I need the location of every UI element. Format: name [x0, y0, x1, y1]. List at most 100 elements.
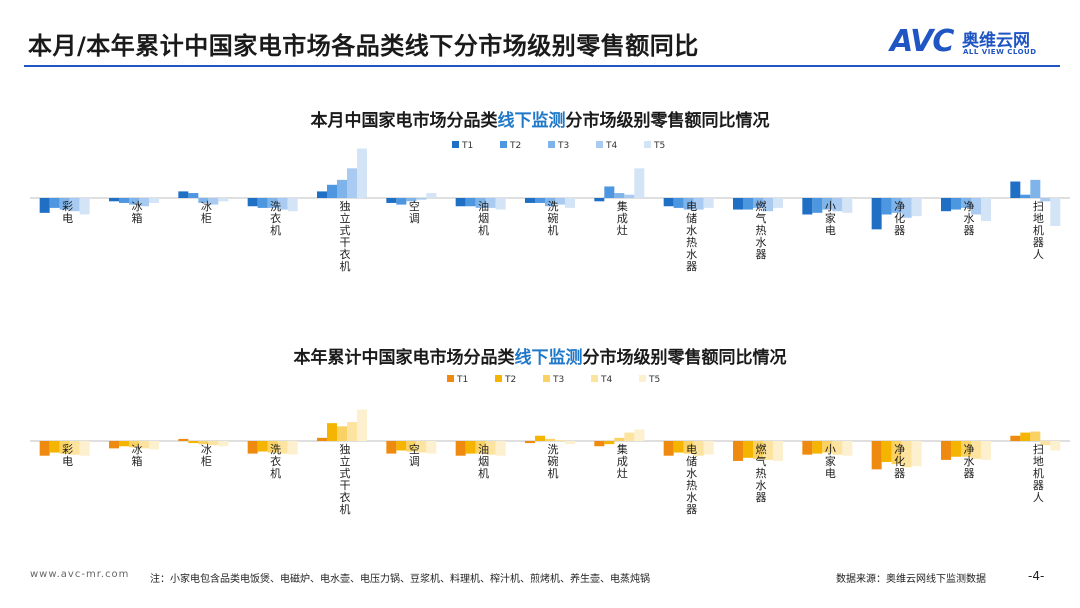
- page-title: 本月/本年累计中国家电市场各品类线下分市场级别零售额同比: [28, 32, 699, 60]
- bar-t2-0: [49, 441, 60, 453]
- bar-t2-5: [396, 198, 407, 205]
- category-label: 洗衣机: [270, 443, 281, 480]
- bar-t4-9: [693, 441, 704, 456]
- category-label: 油烟机: [478, 442, 489, 480]
- bar-t5-13: [981, 198, 991, 222]
- bar-t3-10: [753, 198, 763, 208]
- legend-label-t4: T4: [600, 375, 612, 385]
- bar-t3-10: [753, 441, 763, 459]
- bar-t1-0: [39, 198, 50, 213]
- title-divider: [24, 65, 1060, 67]
- bar-t2-6: [465, 198, 476, 207]
- bar-t5-2: [218, 441, 229, 447]
- bar-t5-11: [842, 441, 853, 456]
- logo-english-name: ALL VIEW CLOUD: [963, 48, 1037, 56]
- bar-t1-12: [871, 198, 882, 230]
- bar-t3-14: [1030, 179, 1041, 198]
- category-label: 电储水热水器: [686, 443, 697, 516]
- category-label: 彩电: [62, 200, 73, 225]
- bar-t5-2: [218, 198, 229, 202]
- bar-t4-2: [208, 198, 219, 205]
- bar-t1-5: [386, 198, 397, 203]
- bar-t5-13: [981, 441, 991, 460]
- bar-t2-1: [119, 441, 129, 447]
- monthly-title-highlight: 线下监测: [497, 111, 566, 131]
- bar-t2-11: [812, 441, 823, 454]
- bar-t1-0: [39, 441, 50, 456]
- category-label: 冰箱: [132, 200, 143, 225]
- bar-t4-6: [485, 441, 496, 455]
- category-label: 净化器: [894, 442, 905, 480]
- legend-label-t3: T3: [557, 141, 569, 151]
- bar-t5-0: [79, 441, 90, 456]
- category-label: 集成灶: [617, 442, 628, 480]
- legend-swatch-t1: [447, 375, 454, 382]
- category-label: 净水器: [964, 199, 975, 237]
- monthly-title-part-1: 本月中国家电市场分品类: [310, 111, 498, 131]
- category-label: 独立式干衣机: [340, 443, 351, 516]
- bar-t2-2: [188, 441, 199, 444]
- bar-t5-8: [634, 168, 645, 198]
- bar-t4-11: [832, 198, 843, 212]
- bar-t3-6: [475, 198, 486, 208]
- legend-swatch-t2: [495, 375, 502, 382]
- bar-t4-10: [763, 198, 773, 212]
- legend-swatch-t3: [548, 141, 555, 148]
- bar-t5-6: [495, 198, 506, 210]
- bar-t1-11: [802, 441, 813, 455]
- bar-t5-5: [426, 441, 437, 454]
- legend-swatch-t4: [591, 375, 598, 382]
- bar-t2-13: [951, 198, 961, 210]
- bar-t1-2: [178, 191, 189, 198]
- bar-t2-9: [673, 198, 684, 208]
- bar-t2-3: [257, 198, 268, 208]
- bar-t2-10: [743, 441, 753, 458]
- bar-t3-4: [337, 426, 347, 441]
- bar-t5-0: [79, 198, 90, 215]
- bar-t1-1: [109, 198, 119, 202]
- legend-swatch-t3: [543, 375, 550, 382]
- bar-t1-10: [733, 441, 743, 461]
- legend-label-t5: T5: [653, 141, 665, 151]
- bar-t4-1: [139, 441, 149, 449]
- category-label: 洗碗机: [548, 200, 559, 237]
- bar-t1-13: [941, 441, 951, 460]
- bar-t2-3: [257, 441, 268, 452]
- legend-label-t1: T1: [456, 375, 468, 385]
- bar-t4-13: [971, 198, 981, 215]
- footer-note: 注：小家电包含品类电饭煲、电磁炉、电水壶、电压力锅、豆浆机、料理机、榨汁机、煎烤…: [150, 574, 650, 585]
- legend-swatch-t1: [452, 141, 459, 148]
- logo-mark: AVC: [890, 24, 954, 59]
- category-label: 小家电: [825, 200, 836, 237]
- category-label: 空调: [409, 199, 420, 225]
- monthly-chart-title: 本月中国家电市场分品类线下监测分市场级别零售额同比情况: [0, 106, 1080, 131]
- category-label: 净水器: [964, 442, 975, 480]
- bar-t4-3: [277, 441, 288, 454]
- legend-label-t2: T2: [509, 141, 521, 151]
- bar-t5-14: [1050, 198, 1061, 227]
- bar-t2-10: [743, 198, 753, 210]
- bar-t2-6: [465, 441, 476, 454]
- bar-t1-3: [247, 198, 258, 207]
- footer-source: 数据来源：奥维云网线下监测数据: [836, 574, 986, 585]
- bar-t3-11: [822, 198, 833, 210]
- bar-t3-9: [683, 198, 694, 210]
- legend-swatch-t5: [639, 375, 646, 382]
- category-label: 空调: [409, 442, 420, 468]
- category-label: 冰箱: [132, 443, 143, 468]
- bar-t4-10: [763, 441, 773, 460]
- bar-t5-12: [911, 198, 922, 217]
- bar-t3-7: [545, 198, 555, 207]
- bar-t4-14: [1040, 441, 1051, 446]
- category-label: 燃气热水器: [756, 442, 767, 504]
- bar-t1-5: [386, 441, 397, 454]
- bar-t3-3: [267, 441, 278, 453]
- bar-t4-1: [139, 198, 149, 207]
- category-label: 洗衣机: [270, 200, 281, 237]
- bar-t4-2: [208, 441, 219, 446]
- bar-t3-1: [129, 198, 139, 205]
- bar-t4-4: [347, 422, 357, 441]
- bar-t2-7: [535, 198, 545, 203]
- bar-t2-1: [119, 198, 129, 203]
- bar-t3-4: [337, 179, 347, 198]
